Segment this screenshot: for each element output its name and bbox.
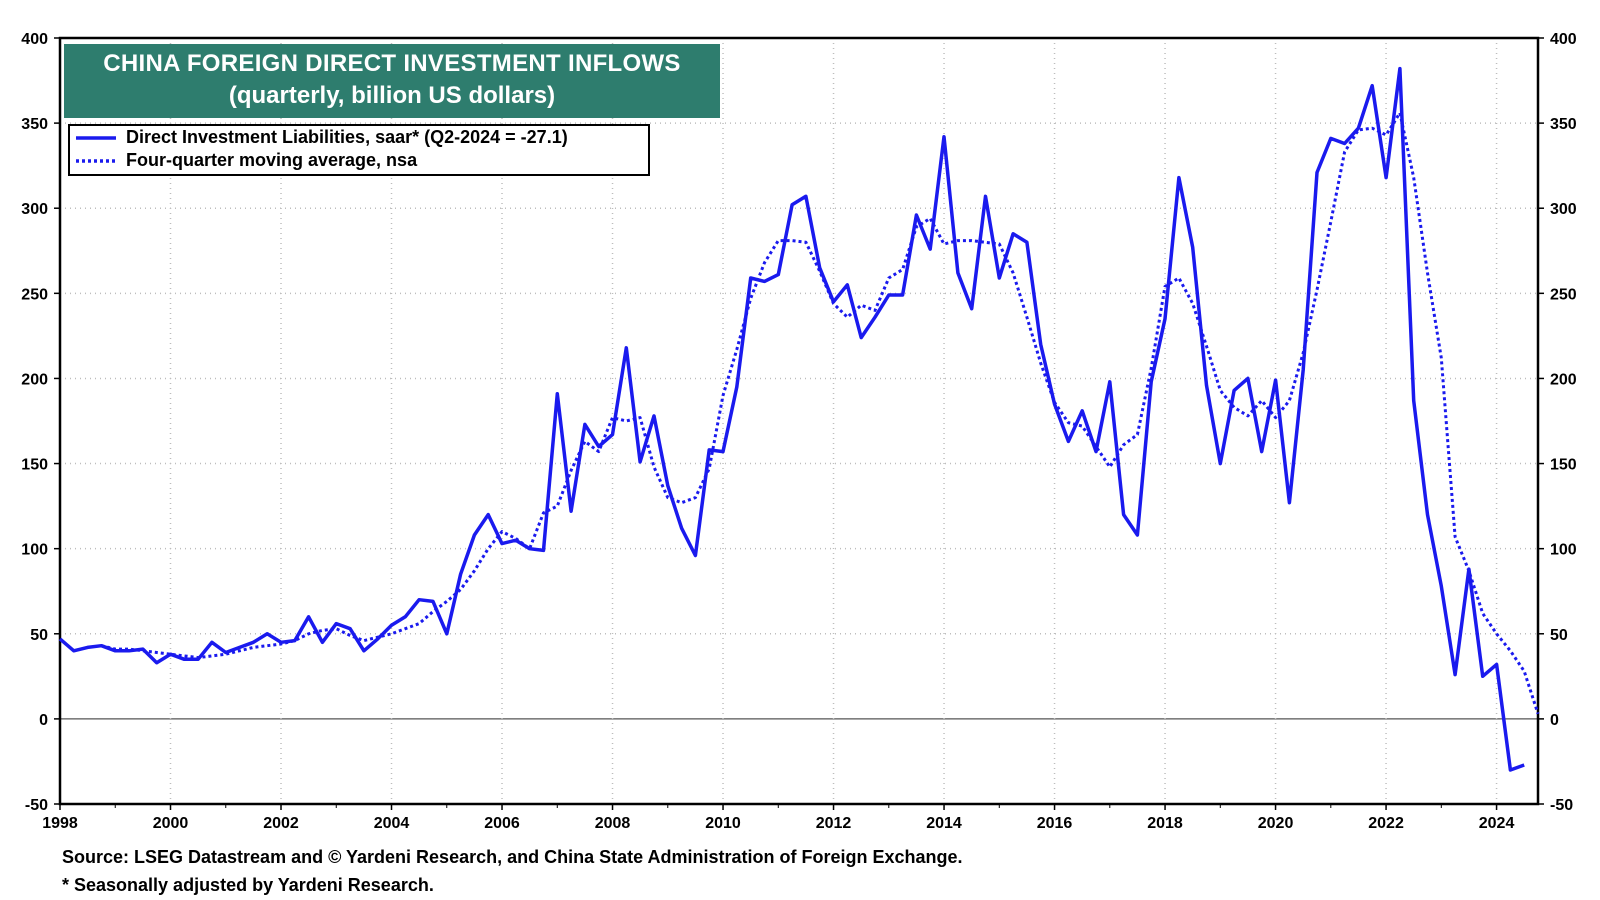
chart-title-line1: CHINA FOREIGN DIRECT INVESTMENT INFLOWS [103, 50, 681, 77]
y-tick-label-right: 100 [1550, 542, 1577, 559]
y-tick-label-left: 0 [39, 712, 48, 729]
legend-item-moving-average: Four-quarter moving average, nsa [70, 149, 648, 172]
y-tick-label-right: 50 [1550, 627, 1568, 644]
legend-solid-line-icon [76, 135, 116, 140]
y-tick-label-right: 350 [1550, 116, 1577, 133]
legend-dotted-line-icon [76, 158, 116, 163]
x-tick-label: 2010 [705, 815, 741, 832]
y-tick-label-left: 250 [21, 286, 48, 303]
legend-label-liabilities: Direct Investment Liabilities, saar* (Q2… [126, 127, 568, 147]
x-tick-label: 2020 [1258, 815, 1294, 832]
y-tick-label-left: 50 [30, 627, 48, 644]
x-tick-label: 2006 [484, 815, 520, 832]
x-tick-label: 2002 [263, 815, 299, 832]
chart-title: CHINA FOREIGN DIRECT INVESTMENT INFLOWS … [64, 44, 720, 118]
x-tick-label: 2008 [595, 815, 631, 832]
x-tick-label: 2018 [1147, 815, 1183, 832]
y-tick-label-left: 300 [21, 201, 48, 218]
y-tick-label-left: 400 [21, 31, 48, 48]
y-tick-label-right: 400 [1550, 31, 1577, 48]
y-tick-label-right: 200 [1550, 371, 1577, 388]
y-tick-label-left: 150 [21, 457, 48, 474]
series-line-moving-average [101, 111, 1540, 715]
x-tick-label: 2022 [1368, 815, 1404, 832]
y-tick-label-left: -50 [25, 797, 48, 814]
x-tick-label: 2012 [816, 815, 852, 832]
legend: Direct Investment Liabilities, saar* (Q2… [68, 124, 650, 176]
y-tick-label-left: 350 [21, 116, 48, 133]
seasonal-footnote: * Seasonally adjusted by Yardeni Researc… [62, 875, 434, 895]
x-tick-label: 2000 [153, 815, 189, 832]
y-tick-label-right: 300 [1550, 201, 1577, 218]
legend-label-moving-average: Four-quarter moving average, nsa [126, 150, 418, 170]
source-note: Source: LSEG Datastream and © Yardeni Re… [62, 847, 963, 867]
series [58, 66, 1540, 772]
x-tick-label: 2004 [374, 815, 410, 832]
x-tick-label: 2014 [926, 815, 962, 832]
chart-title-line2: (quarterly, billion US dollars) [228, 82, 556, 109]
x-tick-label: 1998 [42, 815, 78, 832]
x-tick-label: 2024 [1479, 815, 1515, 832]
y-tick-label-right: -50 [1550, 797, 1573, 814]
plot-frame [58, 36, 1540, 806]
y-tick-label-left: 200 [21, 371, 48, 388]
grid [60, 38, 1538, 804]
series-line-direct-investment [58, 66, 1525, 772]
legend-item-liabilities: Direct Investment Liabilities, saar* (Q2… [70, 126, 648, 149]
y-tick-label-right: 0 [1550, 712, 1559, 729]
y-tick-label-right: 250 [1550, 286, 1577, 303]
y-tick-label-left: 100 [21, 542, 48, 559]
y-tick-label-right: 150 [1550, 457, 1577, 474]
x-tick-label: 2016 [1037, 815, 1073, 832]
